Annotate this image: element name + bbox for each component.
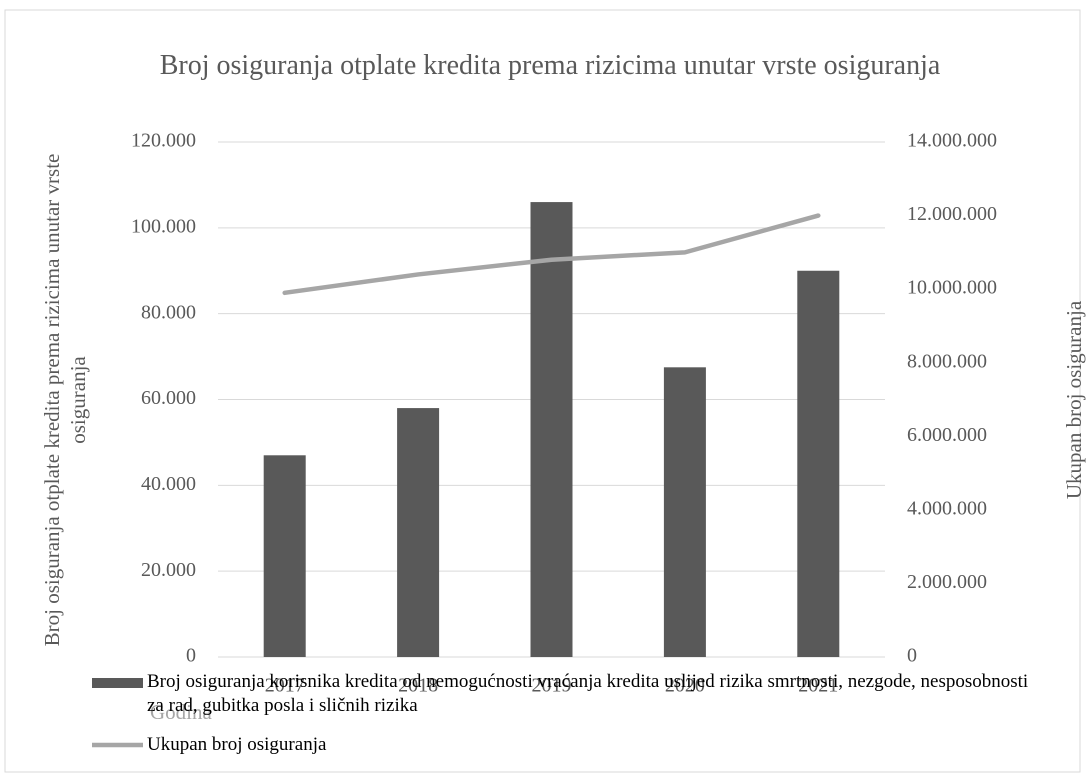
legend-label: Broj osiguranja korisnika kredita od nem… [147, 671, 1029, 716]
y-tick-label: 120.000 [131, 130, 196, 152]
y-tick-label: 40.000 [141, 473, 196, 495]
y2-axis-label: Ukupan broj osiguranja [1062, 300, 1086, 500]
bar [397, 408, 440, 657]
y-tick-label: 100.000 [131, 215, 196, 237]
y-axis-label: Broj osiguranja otplate kredita prema ri… [40, 153, 90, 647]
y2-tick-label: 6.000.000 [907, 424, 987, 446]
x-tick-label: 2017 [265, 675, 305, 697]
legend-label: Ukupan broj osiguranja [147, 734, 327, 755]
y2-tick-label: 14.000.000 [907, 130, 997, 152]
y2-tick-label: 4.000.000 [907, 497, 987, 519]
x-tick-label: 2018 [398, 675, 438, 697]
y2-tick-label: 8.000.000 [907, 350, 987, 372]
legend-swatch [92, 678, 143, 688]
chart-title: Broj osiguranja otplate kredita prema ri… [159, 50, 941, 81]
y2-tick-label: 2.000.000 [907, 571, 987, 593]
line [282, 213, 821, 296]
x-axis-label: Godina [150, 700, 212, 724]
y2-tick-label: 10.000.000 [907, 277, 997, 299]
y-tick-label: 0 [186, 645, 196, 667]
y-tick-label: 80.000 [141, 301, 196, 323]
bar [530, 202, 573, 658]
y-tick-label: 20.000 [141, 559, 196, 581]
bar [663, 367, 706, 657]
bar [263, 455, 306, 657]
y2-tick-label: 0 [907, 645, 917, 667]
x-tick-label: 2020 [665, 675, 705, 697]
y-tick-label: 60.000 [141, 387, 196, 409]
bar [797, 270, 840, 657]
y2-tick-label: 12.000.000 [907, 203, 997, 225]
x-tick-label: 2021 [798, 675, 838, 697]
x-tick-label: 2019 [532, 675, 572, 697]
